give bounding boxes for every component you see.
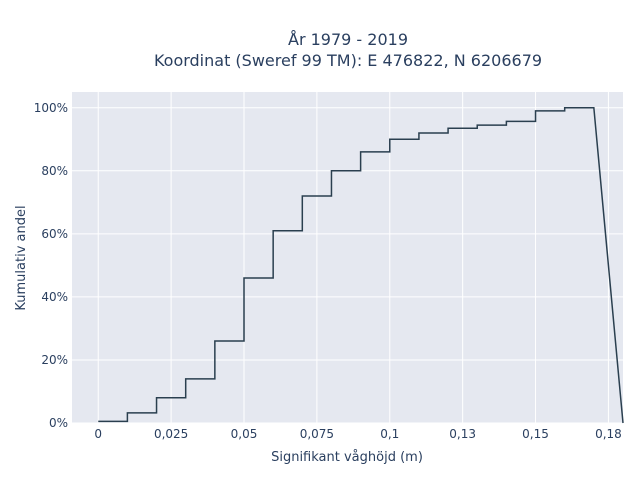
x-tick-label-2: 0,05 <box>231 427 258 441</box>
chart-title-line-2: Koordinat (Sweref 99 TM): E 476822, N 62… <box>154 51 542 70</box>
y-tick-label-0: 0% <box>49 416 68 430</box>
x-tick-label-0: 0 <box>94 427 102 441</box>
x-tick-label-7: 0,18 <box>595 427 622 441</box>
x-tick-label-3: 0,075 <box>300 427 334 441</box>
x-tick-labels: 0 0,025 0,05 0,075 0,1 0,13 0,15 0,18 <box>94 427 621 441</box>
x-tick-label-4: 0,1 <box>380 427 399 441</box>
x-tick-label-5: 0,13 <box>449 427 476 441</box>
y-tick-label-3: 60% <box>41 227 68 241</box>
y-tick-label-5: 100% <box>34 101 68 115</box>
plot-area <box>72 92 623 423</box>
y-tick-label-4: 80% <box>41 164 68 178</box>
y-tick-label-2: 40% <box>41 290 68 304</box>
y-tick-labels: 0% 20% 40% 60% 80% 100% <box>34 101 68 430</box>
y-tick-label-1: 20% <box>41 353 68 367</box>
cumulative-series <box>98 107 624 424</box>
chart-title-line-1: År 1979 - 2019 <box>288 30 408 49</box>
y-axis-title: Kumulativ andel <box>14 205 29 310</box>
x-tick-label-6: 0,15 <box>522 427 549 441</box>
x-tick-label-1: 0,025 <box>154 427 188 441</box>
x-axis-title: Signifikant våghöjd (m) <box>271 450 423 465</box>
cumulative-step-line <box>98 107 624 424</box>
